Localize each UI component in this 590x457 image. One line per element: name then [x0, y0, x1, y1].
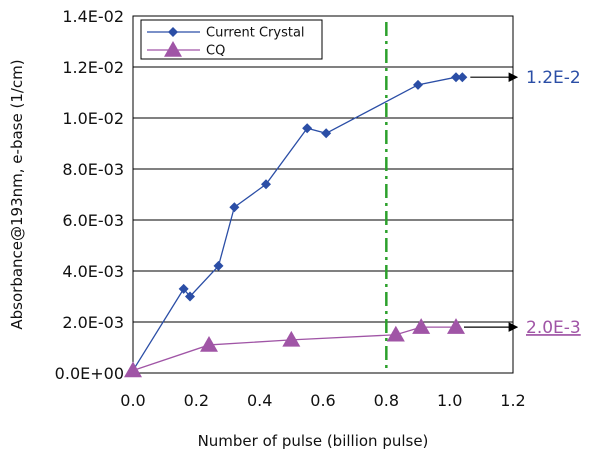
series-current-crystal — [128, 72, 468, 376]
data-point — [302, 123, 313, 134]
x-tick-labels: 0.0 0.2 0.4 0.6 0.8 1.0 1.2 — [120, 391, 525, 410]
y-tick-label: 0.0E+00 — [55, 364, 124, 383]
y-tick-label: 2.0E-03 — [62, 313, 124, 332]
x-tick-label: 0.0 — [120, 391, 145, 410]
series-layer — [124, 72, 468, 378]
legend: Current Crystal CQ — [140, 19, 323, 60]
data-point — [321, 128, 332, 139]
x-tick-label: 0.4 — [247, 391, 272, 410]
y-tick-labels: 0.0E+00 2.0E-03 4.0E-03 6.0E-03 8.0E-03 1.0E-… — [55, 7, 124, 383]
annotations: 1.2E-2 2.0E-3 — [464, 68, 581, 338]
x-tick-label: 0.6 — [310, 391, 335, 410]
legend-label: Current Crystal — [206, 26, 305, 41]
legend-swatch-marker — [164, 41, 182, 57]
annotation-label: 1.2E-2 — [526, 68, 581, 88]
data-point — [200, 335, 218, 352]
data-point — [213, 260, 224, 271]
legend-item: Current Crystal — [147, 26, 305, 41]
data-point — [447, 318, 465, 334]
y-tick-label: 1.4E-02 — [62, 7, 124, 26]
data-point — [185, 291, 195, 302]
x-tick-label: 1.2 — [500, 391, 525, 410]
data-point — [451, 72, 461, 83]
y-tick-label: 4.0E-03 — [62, 262, 124, 281]
x-tick-label: 0.2 — [184, 391, 209, 410]
x-tick-label: 1.0 — [437, 391, 462, 410]
series-line — [132, 76, 463, 371]
x-tick-label: 0.8 — [374, 391, 399, 410]
data-point — [386, 325, 405, 342]
annotation-label: 2.0E-3 — [526, 318, 581, 338]
grid-lines — [133, 66, 513, 323]
data-point — [178, 283, 189, 294]
data-point — [261, 179, 271, 190]
data-point — [413, 79, 423, 90]
series-line — [132, 326, 456, 372]
y-tick-label: 1.0E-02 — [62, 109, 124, 128]
data-point — [412, 318, 431, 334]
legend-swatch-marker — [168, 27, 178, 37]
data-point — [229, 202, 240, 213]
data-point — [124, 361, 142, 378]
legend-item: CQ — [147, 41, 225, 59]
y-tick-label: 6.0E-03 — [62, 211, 124, 230]
series-cq — [124, 318, 465, 378]
data-point — [282, 330, 301, 347]
legend-label: CQ — [206, 44, 225, 59]
data-point — [457, 72, 468, 83]
y-tick-label: 1.2E-02 — [62, 58, 124, 77]
y-axis-label: Absorbance@193nm, e-base (1/cm) — [8, 59, 26, 329]
y-tick-label: 8.0E-03 — [62, 160, 124, 179]
plot-area — [132, 15, 514, 374]
x-axis-label: Number of pulse (billion pulse) — [198, 432, 429, 450]
